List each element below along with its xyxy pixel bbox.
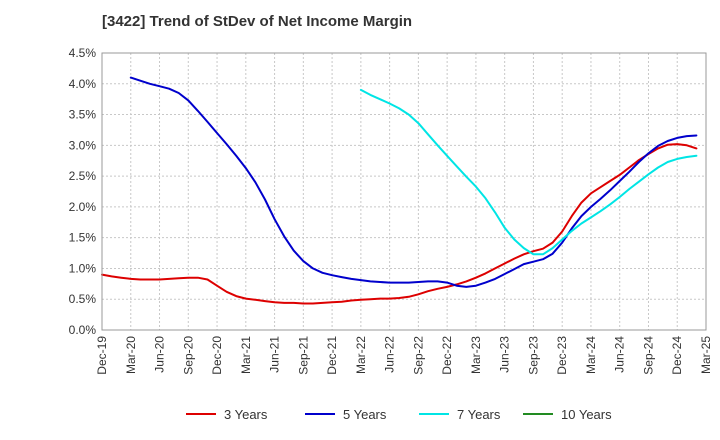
- x-tick-label: Jun-22: [383, 336, 397, 373]
- y-tick-label: 3.5%: [69, 108, 97, 122]
- x-tick-label: Mar-23: [469, 336, 483, 374]
- legend-label-7-years: 7 Years: [457, 407, 501, 422]
- x-tick-label: Dec-21: [325, 336, 339, 375]
- series-line-7-years: [359, 88, 698, 256]
- legend-label-10-years: 10 Years: [561, 407, 612, 422]
- y-tick-label: 4.0%: [69, 77, 97, 91]
- y-tick-label: 2.0%: [69, 200, 97, 214]
- y-tick-label: 1.0%: [69, 261, 97, 275]
- series-lines: [101, 76, 698, 305]
- x-tick-label: Dec-24: [670, 336, 684, 375]
- series-line-5-years: [129, 76, 698, 288]
- x-tick-label: Jun-23: [498, 336, 512, 373]
- axes: 0.0% 0.5% 1.0% 1.5% 2.0% 2.5% 3.0% 3.5% 4.0% 4.5%…: [69, 46, 713, 375]
- x-tick-label: Jun-20: [153, 336, 167, 373]
- x-tick-label: Mar-24: [584, 336, 598, 374]
- x-tick-label: Mar-21: [239, 336, 253, 374]
- y-tick-label: 1.5%: [69, 231, 97, 245]
- x-tick-label: Sep-22: [411, 336, 425, 375]
- x-tick-label: Mar-20: [124, 336, 138, 374]
- y-tick-label: 2.5%: [69, 169, 97, 183]
- x-tick-label: Dec-22: [440, 336, 454, 375]
- x-tick-label: Mar-25: [699, 336, 713, 374]
- plot-frame: [101, 52, 707, 331]
- legend-label-3-years: 3 Years: [224, 407, 268, 422]
- y-tick-label: 0.5%: [69, 292, 97, 306]
- legend-label-5-years: 5 Years: [343, 407, 387, 422]
- y-tick-label: 3.0%: [69, 138, 97, 152]
- legend: 3 Years 5 Years 7 Years 10 Years: [186, 407, 612, 422]
- x-tick-label: Jun-21: [268, 336, 282, 373]
- x-tick-label: Dec-19: [95, 336, 109, 375]
- grid-lines: [101, 52, 707, 331]
- x-tick-label: Sep-24: [641, 336, 655, 375]
- x-tick-label: Mar-22: [354, 336, 368, 374]
- x-tick-label: Dec-23: [555, 336, 569, 375]
- series-line-3-years: [101, 143, 698, 305]
- y-tick-label: 0.0%: [69, 323, 97, 337]
- x-tick-label: Dec-20: [210, 336, 224, 375]
- y-tick-label: 4.5%: [69, 46, 97, 60]
- x-tick-label: Sep-20: [181, 336, 195, 375]
- chart-title: [3422] Trend of StDev of Net Income Marg…: [102, 13, 413, 30]
- x-tick-label: Sep-21: [296, 336, 310, 375]
- x-tick-label: Sep-23: [526, 336, 540, 375]
- x-tick-label: Jun-24: [613, 336, 627, 373]
